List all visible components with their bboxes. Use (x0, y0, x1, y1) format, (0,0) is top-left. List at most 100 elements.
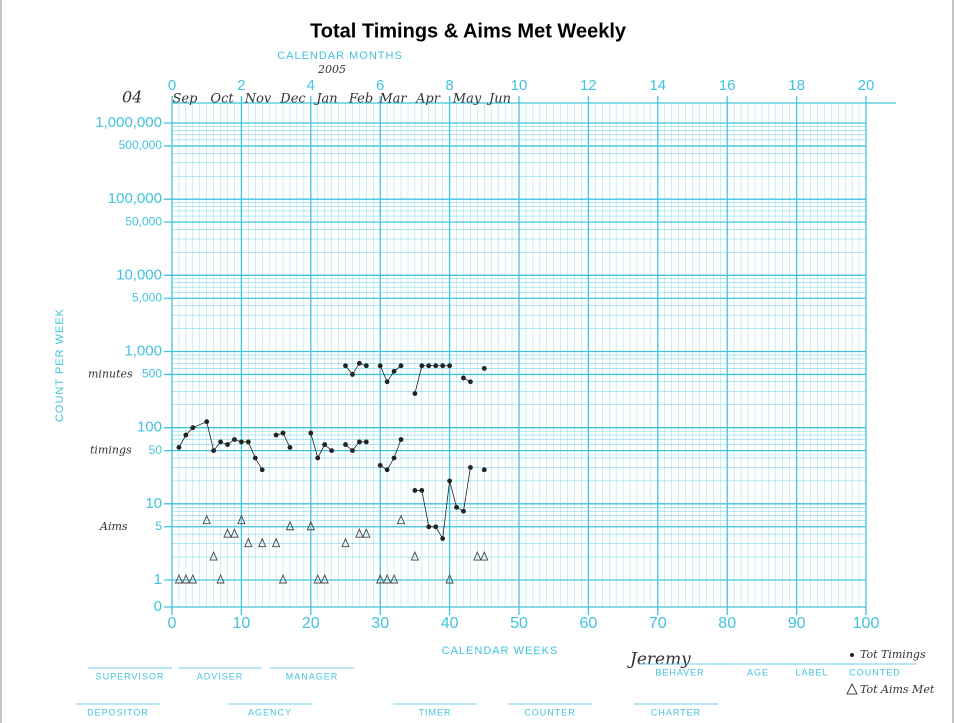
month-label: Feb (348, 92, 373, 107)
month-label: Jan (313, 92, 337, 107)
footer-label: COUNTED (849, 667, 901, 677)
dot-marker (363, 439, 369, 445)
footer-label: SUPERVISOR (96, 671, 165, 681)
dot-marker (218, 439, 223, 445)
month-label: Oct (210, 92, 234, 107)
dot-marker (343, 363, 348, 369)
top-tick-label: 2 (237, 77, 245, 94)
triangle-marker (362, 528, 371, 538)
triangle-marker (341, 537, 350, 548)
y-tick-label: 5 (155, 519, 162, 533)
dot-marker (252, 455, 258, 461)
dot-marker (433, 363, 439, 369)
dot-marker (398, 437, 404, 442)
dot-marker (343, 442, 348, 447)
x-axis-label: CALENDAR WEEKS (442, 645, 559, 657)
triangle-marker (202, 514, 211, 525)
dot-marker (481, 467, 487, 473)
x-tick-label: 100 (853, 615, 880, 632)
dot-marker (419, 363, 425, 369)
dot-marker (259, 467, 265, 473)
dot-marker (468, 379, 473, 385)
x-tick-label: 30 (371, 615, 389, 632)
dot-marker (377, 363, 383, 369)
y-tick-label: 5,000 (132, 290, 162, 304)
x-tick-label: 50 (510, 615, 528, 632)
dot-marker (356, 360, 362, 366)
dot-marker (412, 488, 418, 493)
legend-marker (850, 653, 854, 657)
triangle-marker (320, 573, 329, 584)
y-axis-label: COUNT PER WEEK (54, 308, 66, 422)
footer-label: COUNTER (524, 707, 576, 717)
dot-marker (377, 462, 383, 468)
series-line (345, 441, 367, 452)
triangle-marker (181, 573, 191, 584)
y-tick-label: 50 (149, 443, 163, 457)
dot-marker (190, 425, 196, 431)
x-tick-label: 0 (168, 615, 177, 632)
x-tick-label: 90 (788, 615, 806, 632)
legend-marker (846, 682, 858, 695)
triangle-marker (313, 573, 322, 584)
dot-marker (350, 372, 355, 377)
y-tick-label: 1 (154, 571, 162, 588)
triangle-marker (209, 550, 218, 561)
chart-title: Total Timings & Aims Met Weekly (310, 20, 627, 42)
triangle-marker (376, 573, 385, 584)
x-tick-label: 40 (441, 615, 459, 632)
dot-marker (329, 448, 335, 453)
triangle-marker (389, 573, 399, 584)
footer-label: ADVISER (197, 671, 244, 681)
dot-marker (440, 363, 446, 369)
top-tick-label: 12 (580, 77, 597, 94)
y-tick-label: 100,000 (108, 190, 162, 207)
triangle-marker (306, 520, 315, 531)
dot-marker (419, 488, 425, 493)
dot-marker (183, 432, 189, 438)
top-tick-label: 14 (649, 77, 666, 94)
top-tick-label: 8 (445, 77, 453, 94)
dot-marker (447, 478, 452, 484)
series-line (379, 365, 402, 383)
triangle-marker (355, 528, 364, 538)
dot-marker (245, 439, 251, 445)
triangle-marker (271, 537, 281, 548)
triangle-marker (174, 573, 184, 584)
dot-marker (315, 455, 321, 461)
triangle-marker (188, 573, 198, 584)
dot-marker (481, 365, 487, 371)
behaver-name: Jeremy (627, 650, 691, 670)
dot-marker (239, 439, 244, 445)
dot-marker (426, 524, 432, 530)
dot-marker (350, 448, 355, 453)
x-tick-label: 60 (580, 615, 598, 632)
top-tick-label: 0 (168, 77, 176, 94)
top-tick-label: 4 (307, 77, 315, 94)
series-line (310, 432, 332, 460)
triangle-marker (410, 550, 420, 561)
triangle-marker (216, 573, 225, 584)
triangle-marker (445, 573, 454, 584)
y-tick-label: 10,000 (116, 266, 162, 283)
triangle-marker (230, 528, 239, 538)
dot-marker (176, 445, 182, 450)
y-tick-label: 1,000,000 (95, 114, 162, 131)
dot-marker (461, 508, 466, 514)
dot-marker (454, 504, 459, 510)
top-tick-label: 16 (719, 77, 736, 94)
dot-marker (211, 448, 217, 453)
series-line (345, 362, 367, 376)
footer-label: TIMER (419, 707, 452, 717)
month-label: Dec (279, 92, 306, 107)
dot-marker (412, 391, 418, 397)
dot-marker (461, 375, 466, 381)
dot-marker (273, 432, 279, 438)
triangle-marker (258, 537, 267, 548)
month-label: Mar (378, 92, 407, 107)
y-tick-label: 100 (137, 419, 162, 436)
dot-marker (356, 439, 362, 445)
dot-marker (391, 455, 397, 461)
top-tick-label: 10 (511, 77, 528, 94)
